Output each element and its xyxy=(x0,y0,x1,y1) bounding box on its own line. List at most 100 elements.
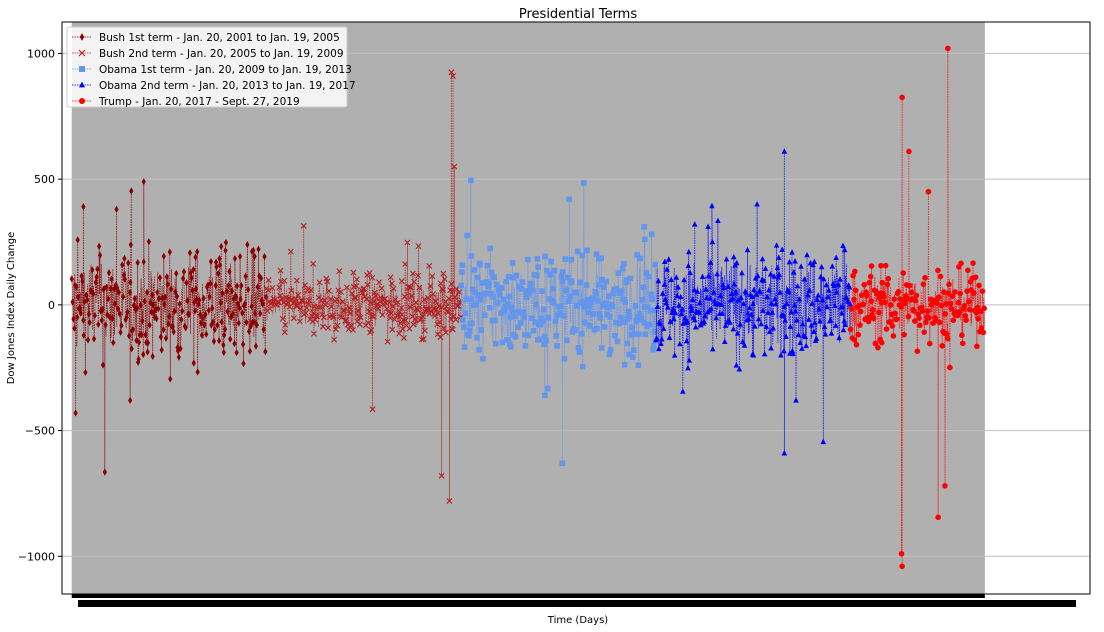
data-point xyxy=(165,280,170,289)
data-point xyxy=(813,335,820,341)
data-point xyxy=(900,270,907,276)
data-point xyxy=(96,320,101,329)
data-point xyxy=(687,269,693,276)
data-point xyxy=(568,279,575,286)
data-point xyxy=(561,356,568,362)
data-point xyxy=(719,310,726,316)
data-point xyxy=(573,302,580,309)
data-point xyxy=(782,317,788,323)
data-point xyxy=(321,297,328,304)
data-point xyxy=(682,315,688,321)
data-point xyxy=(637,255,643,262)
data-point xyxy=(952,289,958,295)
data-point xyxy=(277,292,284,299)
data-point xyxy=(83,368,88,377)
data-point xyxy=(523,294,530,300)
data-point xyxy=(708,305,714,312)
data-point xyxy=(705,223,711,229)
data-point xyxy=(136,355,141,363)
data-point xyxy=(599,276,605,283)
data-point xyxy=(92,311,97,320)
data-point xyxy=(906,148,912,155)
data-point xyxy=(85,296,90,304)
data-point xyxy=(739,338,746,344)
data-point xyxy=(376,279,383,286)
data-point xyxy=(445,295,452,302)
data-point xyxy=(406,304,413,311)
data-point xyxy=(75,236,80,244)
data-point xyxy=(949,293,956,299)
data-point xyxy=(123,315,128,324)
data-point xyxy=(333,296,340,303)
data-point xyxy=(564,337,570,344)
data-point xyxy=(792,258,798,264)
data-point xyxy=(898,550,905,557)
y-axis-label: Dow Jones Index Daily Change xyxy=(6,232,17,385)
data-point xyxy=(745,315,752,322)
data-point xyxy=(145,288,150,296)
data-point xyxy=(409,270,416,277)
x-axis-ticks xyxy=(71,594,1076,607)
data-point xyxy=(730,253,737,260)
data-point xyxy=(448,69,455,76)
data-point xyxy=(552,318,559,324)
data-point xyxy=(79,81,85,88)
data-point xyxy=(556,310,563,316)
data-point xyxy=(122,254,127,263)
data-point xyxy=(870,315,877,322)
data-point xyxy=(370,313,377,320)
data-point xyxy=(583,282,590,288)
data-point xyxy=(522,342,529,349)
data-point xyxy=(510,274,516,281)
data-point xyxy=(947,364,953,371)
data-point xyxy=(178,344,183,353)
data-point xyxy=(245,241,250,249)
data-point xyxy=(462,310,469,317)
data-point xyxy=(841,246,848,253)
data-point xyxy=(135,304,140,312)
data-point xyxy=(197,296,202,304)
legend-item: Trump - Jan. 20, 2017 - Sept. 27, 2019 xyxy=(72,96,300,108)
data-point xyxy=(106,295,111,303)
data-point xyxy=(671,315,677,322)
data-point xyxy=(649,296,655,303)
data-point xyxy=(328,303,335,310)
data-point xyxy=(606,314,613,320)
data-point xyxy=(479,280,485,286)
data-point xyxy=(979,288,986,294)
data-point xyxy=(452,316,459,323)
data-point xyxy=(346,304,353,311)
data-point xyxy=(127,288,133,297)
data-point xyxy=(341,307,348,314)
data-point xyxy=(293,277,300,284)
data-point xyxy=(948,306,955,312)
data-point xyxy=(184,279,189,287)
data-point xyxy=(146,238,151,246)
data-point xyxy=(922,274,928,281)
data-point xyxy=(451,163,458,170)
data-point xyxy=(474,335,480,341)
data-point xyxy=(112,285,117,293)
data-point xyxy=(384,338,391,345)
data-point xyxy=(150,291,155,299)
data-point xyxy=(702,313,708,319)
data-point xyxy=(265,287,272,294)
data-point xyxy=(818,263,825,270)
data-point xyxy=(905,313,912,320)
legend-label: Trump - Jan. 20, 2017 - Sept. 27, 2019 xyxy=(98,96,300,108)
data-point xyxy=(468,296,474,303)
data-point xyxy=(622,299,628,305)
data-point xyxy=(610,290,616,297)
data-point xyxy=(776,271,782,278)
data-point xyxy=(841,317,848,324)
data-point xyxy=(844,294,850,301)
data-point xyxy=(618,314,624,321)
data-point xyxy=(892,310,898,317)
data-point xyxy=(678,310,685,317)
data-point xyxy=(195,248,200,256)
data-point xyxy=(232,254,238,263)
data-point xyxy=(781,148,788,154)
data-point xyxy=(387,274,394,281)
data-point xyxy=(141,350,146,359)
data-point xyxy=(357,314,364,321)
